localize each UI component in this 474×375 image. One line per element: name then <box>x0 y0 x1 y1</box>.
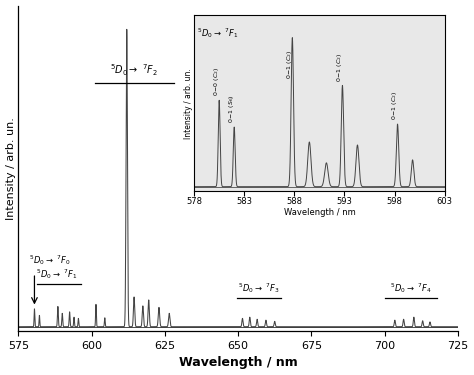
Y-axis label: Intensity / arb. un.: Intensity / arb. un. <box>6 117 16 220</box>
Text: $^5D_0 \rightarrow\ ^7F_2$: $^5D_0 \rightarrow\ ^7F_2$ <box>110 63 158 78</box>
Text: $^5D_0 \rightarrow\ ^7F_0$: $^5D_0 \rightarrow\ ^7F_0$ <box>28 254 70 267</box>
Text: $^5D_0 \rightarrow\ ^7F_1$: $^5D_0 \rightarrow\ ^7F_1$ <box>36 267 77 280</box>
Text: $^5D_0 \rightarrow\ ^7F_4$: $^5D_0 \rightarrow\ ^7F_4$ <box>390 282 432 296</box>
Text: $^5D_0 \rightarrow\ ^7F_3$: $^5D_0 \rightarrow\ ^7F_3$ <box>238 282 280 296</box>
X-axis label: Wavelength / nm: Wavelength / nm <box>179 357 298 369</box>
